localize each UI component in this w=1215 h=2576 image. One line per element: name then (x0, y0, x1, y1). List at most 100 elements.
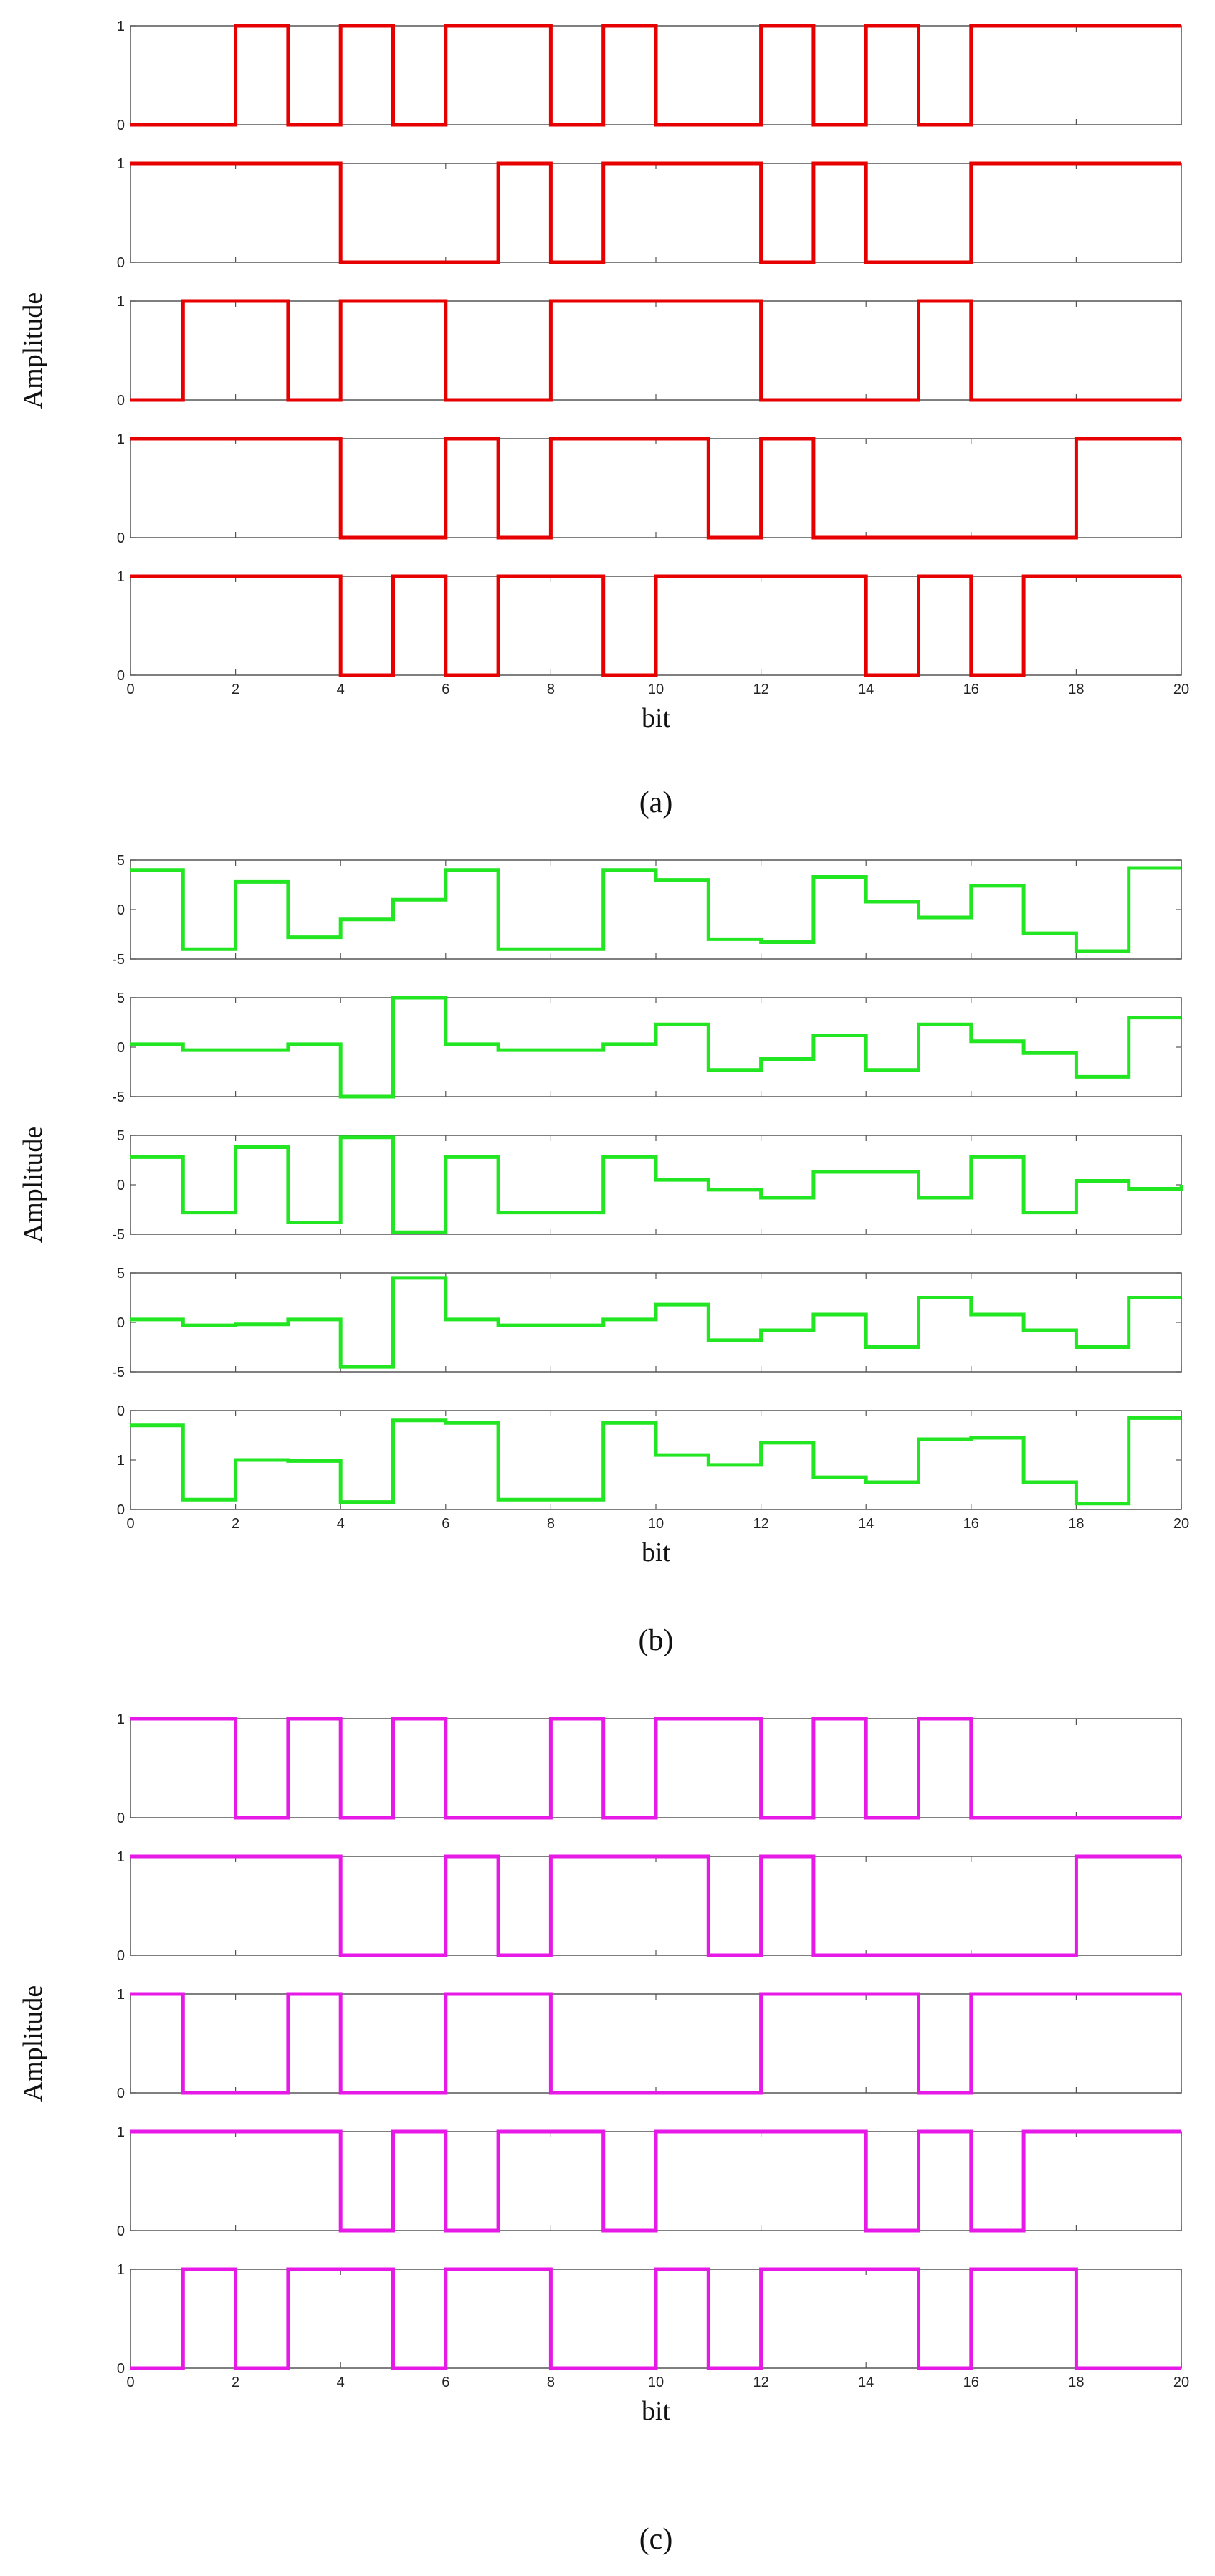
plot-frame (130, 1993, 1182, 2094)
x-tick-label: 10 (648, 1516, 664, 1532)
x-tick-label: 0 (126, 1516, 134, 1532)
y-tick-label: 1 (117, 569, 125, 585)
y-tick-label: 0 (117, 1315, 125, 1331)
x-tick-label: 12 (753, 2375, 768, 2390)
y-tick-label: 1 (117, 1712, 125, 1727)
series-line (130, 299, 1181, 402)
series-line (130, 1276, 1181, 1369)
subplot: 01 (117, 1712, 1182, 1826)
y-tick-label: -5 (112, 1089, 125, 1105)
y-tick-label: 1 (117, 2124, 125, 2140)
x-tick-label: 0 (126, 2375, 134, 2390)
x-tick-label: 12 (753, 682, 768, 697)
plot-frame (130, 438, 1182, 538)
subplot: 01 (117, 1849, 1182, 1964)
series-line (130, 866, 1181, 953)
series-line (130, 2129, 1181, 2233)
subplot: 01 (117, 156, 1182, 271)
y-tick-label: 1 (117, 1987, 125, 2003)
x-tick-label: 16 (963, 1516, 979, 1532)
subplot: -5 0 5 (112, 853, 1182, 968)
x-tick-label: 20 (1173, 1516, 1189, 1532)
series-line (130, 1416, 1181, 1506)
series-line (130, 1854, 1181, 1957)
y-tick-label: 0 (117, 1403, 125, 1419)
series-line (130, 2267, 1181, 2370)
y-axis-label: Amplitude (18, 1985, 48, 2102)
y-tick-label: 5 (117, 853, 125, 869)
plot-frame (130, 1856, 1182, 1956)
x-tick-label: 2 (232, 1516, 239, 1532)
x-tick-label: 18 (1068, 2375, 1084, 2390)
subplot: 010 2 4 6 8 10 12 14 16 18 20 (117, 2262, 1189, 2390)
x-tick-label: 8 (547, 2375, 555, 2390)
x-tick-label: 20 (1173, 2375, 1189, 2390)
series-line (130, 24, 1181, 127)
x-tick-label: 16 (963, 2375, 979, 2390)
y-tick-label: 1 (117, 294, 125, 310)
subplot: 01 (117, 19, 1182, 133)
series-line (130, 437, 1181, 540)
x-tick-label: 4 (337, 682, 345, 697)
y-tick-label: 0 (117, 1178, 125, 1193)
x-tick-label: 20 (1173, 682, 1189, 697)
series-line (130, 1992, 1181, 2095)
y-tick-label: 5 (117, 1266, 125, 1282)
x-tick-label: 10 (648, 2375, 664, 2390)
y-tick-label: 0 (117, 2086, 125, 2102)
y-tick-label: -5 (112, 952, 125, 968)
series-line (130, 1717, 1181, 1820)
y-tick-label: 0 (117, 1502, 125, 1518)
y-tick-label: 0 (117, 902, 125, 918)
x-tick-label: 6 (442, 2375, 449, 2390)
x-tick-label: 18 (1068, 682, 1084, 697)
y-tick-label: 0 (117, 1040, 125, 1056)
plot-frame (130, 300, 1182, 401)
panel-caption: (b) (639, 1624, 674, 1657)
series-line (130, 996, 1181, 1099)
y-tick-label: 1 (117, 431, 125, 447)
panel-caption: (c) (639, 2523, 673, 2556)
x-tick-label: 0 (126, 682, 134, 697)
y-tick-label: 0 (117, 118, 125, 133)
y-tick-label: 0 (117, 255, 125, 271)
y-tick-label: 0 (117, 668, 125, 684)
y-tick-label: 1 (117, 1453, 125, 1469)
y-tick-label: 1 (117, 1849, 125, 1865)
plot-frame (130, 997, 1182, 1097)
x-tick-label: 2 (232, 682, 239, 697)
series-line (130, 574, 1181, 677)
panel-caption: (a) (639, 786, 673, 819)
x-tick-label: 14 (858, 2375, 874, 2390)
series-line (130, 161, 1181, 264)
y-tick-label: -5 (112, 1365, 125, 1380)
x-tick-label: 6 (442, 682, 449, 697)
subplot: -5 0 5 (112, 991, 1182, 1105)
x-tick-label: 12 (753, 1516, 768, 1532)
x-tick-label: 8 (547, 682, 555, 697)
x-tick-label: 6 (442, 1516, 449, 1532)
y-axis-label: Amplitude (18, 1127, 48, 1244)
x-tick-label: 16 (963, 682, 979, 697)
y-tick-label: 1 (117, 19, 125, 34)
x-tick-label: 2 (232, 2375, 239, 2390)
subplot: 01 (117, 294, 1182, 409)
y-axis-label: Amplitude (18, 292, 48, 409)
y-tick-label: -5 (112, 1227, 125, 1243)
subplot: 01 (117, 2124, 1182, 2239)
x-tick-label: 18 (1068, 1516, 1084, 1532)
x-tick-label: 4 (337, 2375, 345, 2390)
x-tick-label: 10 (648, 682, 664, 697)
x-axis-label: bit (642, 1537, 671, 1568)
y-tick-label: 1 (117, 156, 125, 172)
y-tick-label: 5 (117, 991, 125, 1006)
y-tick-label: 1 (117, 2262, 125, 2278)
y-tick-label: 0 (117, 2361, 125, 2377)
y-tick-label: 0 (117, 530, 125, 546)
x-tick-label: 14 (858, 1516, 874, 1532)
x-axis-label: bit (642, 2396, 671, 2426)
y-tick-label: 0 (117, 393, 125, 409)
